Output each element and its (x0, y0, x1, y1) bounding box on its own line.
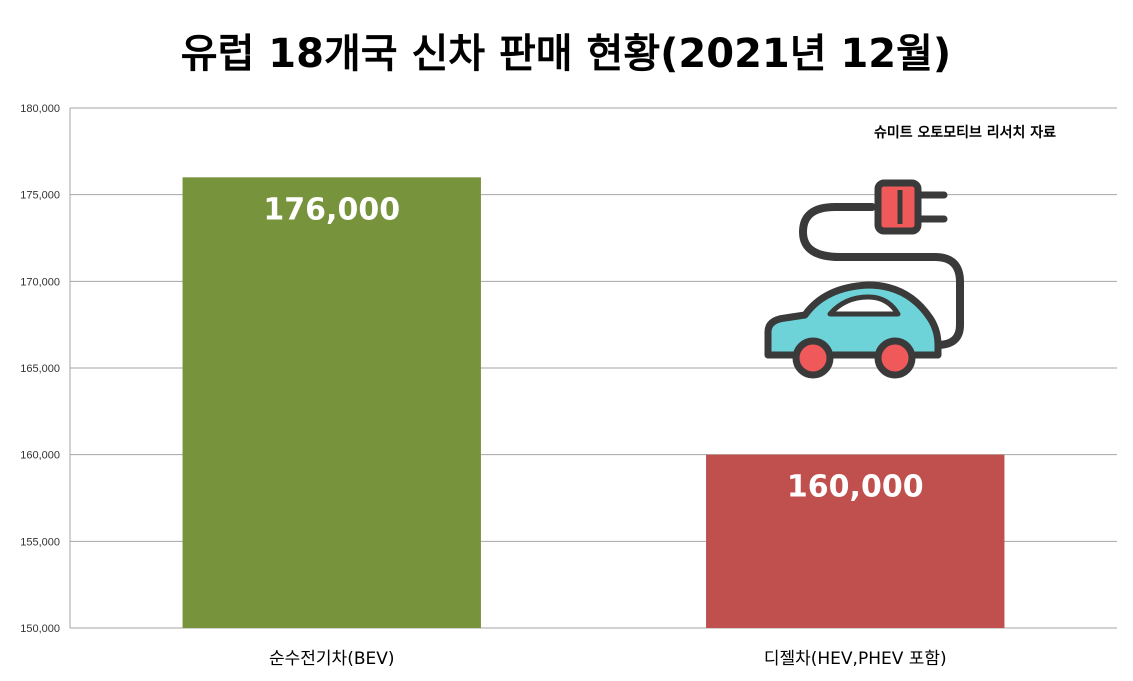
data-labels: 176,000 160,000 (263, 192, 923, 504)
car-window (827, 294, 901, 317)
bar (706, 454, 1005, 628)
bar (182, 177, 481, 629)
category-label: 순수전기차(BEV) (269, 649, 395, 669)
car-body (764, 281, 942, 359)
car-rear-wheel (874, 337, 916, 379)
data-label: 176,000 (263, 192, 400, 227)
plug-cable (798, 203, 964, 349)
y-tick-label: 175,000 (20, 190, 60, 202)
y-tick-label: 160,000 (20, 450, 60, 462)
y-tick-label: 165,000 (20, 363, 60, 375)
y-axis-ticks: 150,000 155,000 160,000 165,000 170,000 175,0… (20, 103, 60, 635)
y-tick-label: 150,000 (20, 623, 60, 635)
y-tick-label: 170,000 (20, 276, 60, 288)
electric-car-with-plug-icon (764, 179, 964, 379)
y-tick-label: 155,000 (20, 536, 60, 548)
source-annotation: 슈미트 오토모티브 리서치 자료 (874, 125, 1056, 141)
car-front-wheel (792, 337, 834, 379)
y-tick-label: 180,000 (20, 103, 60, 115)
data-label: 160,000 (787, 470, 924, 505)
category-label: 디젤차(HEV,PHEV 포함) (764, 649, 947, 669)
category-labels: 순수전기차(BEV) 디젤차(HEV,PHEV 포함) (269, 649, 947, 669)
chart-title: 유럽 18개국 신차 판매 현황(2021년 12월) (181, 31, 951, 77)
bars (182, 177, 1005, 629)
